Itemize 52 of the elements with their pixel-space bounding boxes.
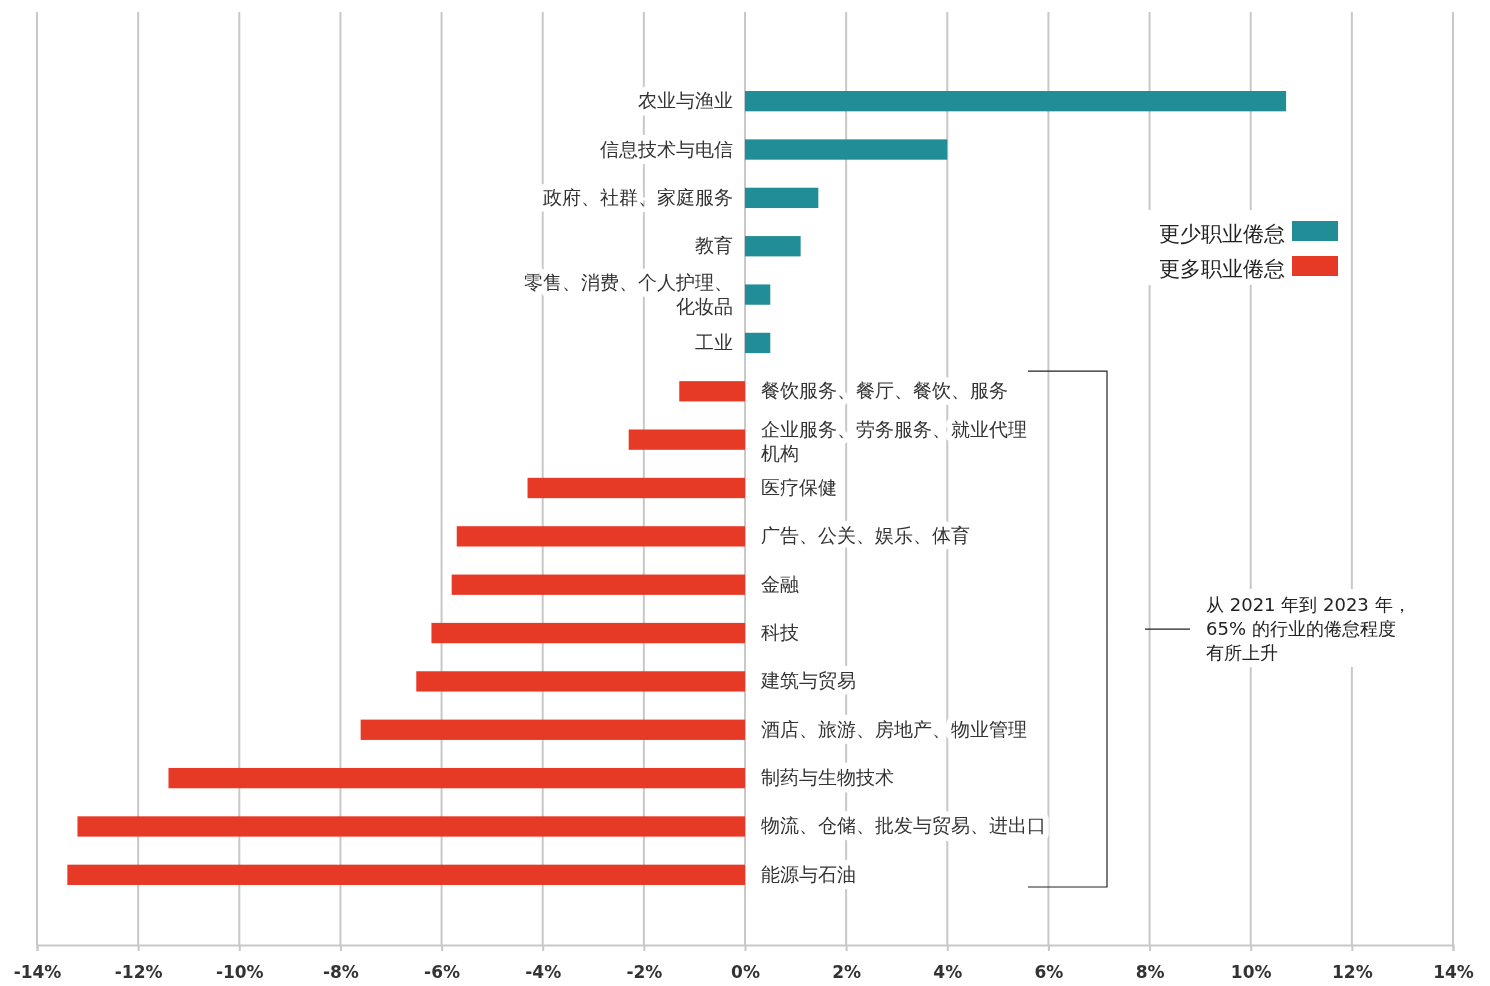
y-tick-label: 政府、社群、家庭服务 xyxy=(543,185,733,208)
x-tick-label: -2% xyxy=(626,961,663,982)
x-tick-label: -8% xyxy=(322,961,359,982)
x-tick-label: -10% xyxy=(215,961,264,982)
y-tick-label: 农业与渔业 xyxy=(638,89,733,112)
bar xyxy=(745,332,771,354)
x-tick-label: -6% xyxy=(424,961,461,982)
bar xyxy=(628,429,745,450)
bar xyxy=(679,381,745,402)
legend-label: 更少职业倦怠 xyxy=(1159,222,1285,246)
x-tick-label: 0% xyxy=(731,961,760,982)
y-tick-label: 建筑与贸易 xyxy=(760,669,856,692)
bar xyxy=(745,284,771,305)
x-tick-label: 14% xyxy=(1433,961,1474,982)
x-tick-label: 2% xyxy=(832,961,862,982)
y-tick-label: 企业服务、劳务服务、就业代理机构 xyxy=(761,417,1027,464)
y-tick-label: 工业 xyxy=(695,330,733,353)
x-tick-label: -4% xyxy=(525,961,562,982)
y-tick-label: 医疗保健 xyxy=(761,476,837,498)
y-tick-label: 餐饮服务、餐厅、餐饮、服务 xyxy=(761,379,1008,402)
y-tick-label: 制药与生物技术 xyxy=(761,766,894,789)
x-tick-label: 10% xyxy=(1230,961,1272,982)
bar xyxy=(456,526,745,547)
x-tick-label: 6% xyxy=(1034,961,1064,982)
bar xyxy=(168,767,745,789)
y-tick-label: 酒店、旅游、房地产、物业管理 xyxy=(761,717,1027,740)
bar xyxy=(416,671,745,692)
x-tick-label: 12% xyxy=(1332,961,1373,982)
legend-label: 更多职业倦怠 xyxy=(1159,257,1285,281)
bar xyxy=(745,91,1287,112)
bar xyxy=(67,864,745,885)
bar xyxy=(745,187,819,209)
bar xyxy=(77,816,745,837)
bar xyxy=(360,719,745,740)
bar xyxy=(431,622,745,644)
y-tick-label: 物流、仓储、批发与贸易、进出口 xyxy=(761,814,1046,837)
bar xyxy=(451,574,745,595)
y-tick-label: 能源与石油 xyxy=(761,862,856,885)
bar xyxy=(745,236,801,257)
bar xyxy=(527,477,745,499)
y-tick-label: 广告、公关、娱乐、体育 xyxy=(761,524,970,547)
x-tick-label: -14% xyxy=(13,961,62,982)
x-tick-label: -12% xyxy=(114,961,163,982)
y-tick-label: 科技 xyxy=(761,621,799,644)
bar xyxy=(745,139,948,160)
y-tick-label: 金融 xyxy=(761,572,799,595)
y-tick-label: 教育 xyxy=(695,234,733,257)
annotation: 从 2021 年到 2023 年，65% 的行业的倦怠程度有所上升 xyxy=(1206,594,1411,664)
x-tick-label: 8% xyxy=(1135,961,1165,982)
y-tick-label: 零售、消费、个人护理、化妆品 xyxy=(524,270,733,317)
x-tick-label: 4% xyxy=(933,961,963,982)
y-tick-label: 信息技术与电信 xyxy=(600,137,733,160)
